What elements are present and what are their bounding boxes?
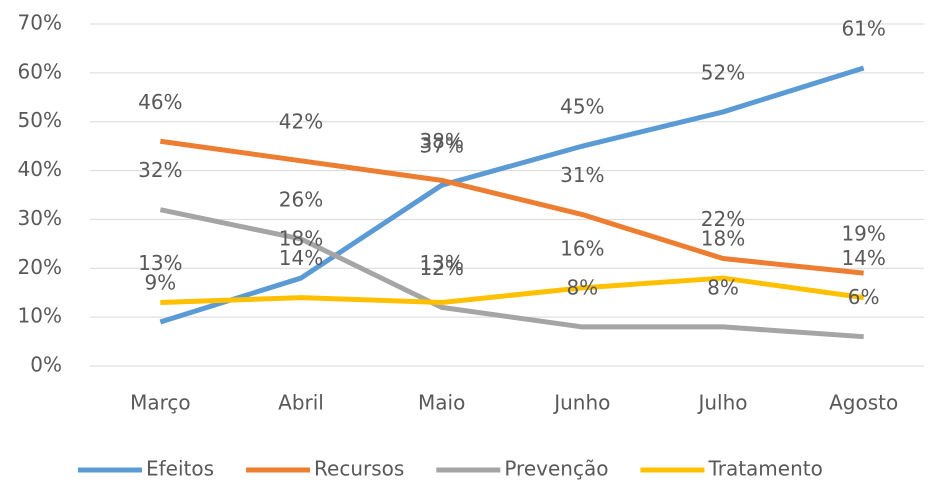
x-tick-label: Agosto — [829, 391, 898, 415]
data-label: 16% — [560, 236, 604, 260]
data-label: 12% — [419, 256, 463, 280]
data-label: 13% — [138, 251, 182, 275]
data-label: 14% — [279, 246, 323, 270]
series-line — [159, 138, 864, 276]
series-line — [159, 65, 865, 325]
y-tick-label: 50% — [18, 108, 62, 132]
y-tick-label: 40% — [18, 157, 62, 181]
data-label: 6% — [848, 285, 880, 309]
legend-label: Recursos — [314, 457, 404, 481]
data-label: 32% — [138, 158, 182, 182]
data-label: 38% — [419, 129, 463, 153]
data-label: 37% — [419, 134, 463, 158]
data-label: 26% — [279, 187, 323, 211]
legend-label: Prevenção — [504, 457, 608, 481]
data-label: 46% — [138, 90, 182, 114]
data-label: 19% — [841, 222, 885, 246]
data-label: 14% — [841, 246, 885, 270]
data-label: 13% — [419, 251, 463, 275]
data-label: 42% — [279, 109, 323, 133]
series-line — [159, 207, 864, 340]
data-label: 18% — [701, 227, 745, 251]
legend-label: Efeitos — [146, 457, 214, 481]
y-tick-label: 60% — [18, 59, 62, 83]
data-label: 45% — [560, 95, 604, 119]
y-tick-label: 10% — [18, 304, 62, 328]
data-label: 31% — [560, 163, 604, 187]
x-tick-label: Abril — [278, 391, 324, 415]
x-tick-label: Maio — [418, 391, 465, 415]
y-tick-label: 20% — [18, 255, 62, 279]
y-tick-label: 0% — [30, 353, 62, 377]
data-label: 8% — [566, 275, 598, 299]
data-label: 9% — [144, 271, 176, 295]
data-label: 52% — [701, 60, 745, 84]
series-line — [160, 275, 865, 305]
x-tick-label: Março — [130, 391, 191, 415]
y-tick-label: 70% — [18, 11, 62, 35]
legend-label: Tratamento — [707, 457, 822, 481]
data-label: 61% — [841, 16, 885, 40]
x-tick-label: Junho — [552, 391, 610, 415]
y-tick-label: 30% — [18, 206, 62, 230]
data-label: 8% — [707, 275, 739, 299]
data-label: 18% — [279, 227, 323, 251]
x-tick-label: Julho — [696, 391, 747, 415]
data-label: 22% — [701, 207, 745, 231]
